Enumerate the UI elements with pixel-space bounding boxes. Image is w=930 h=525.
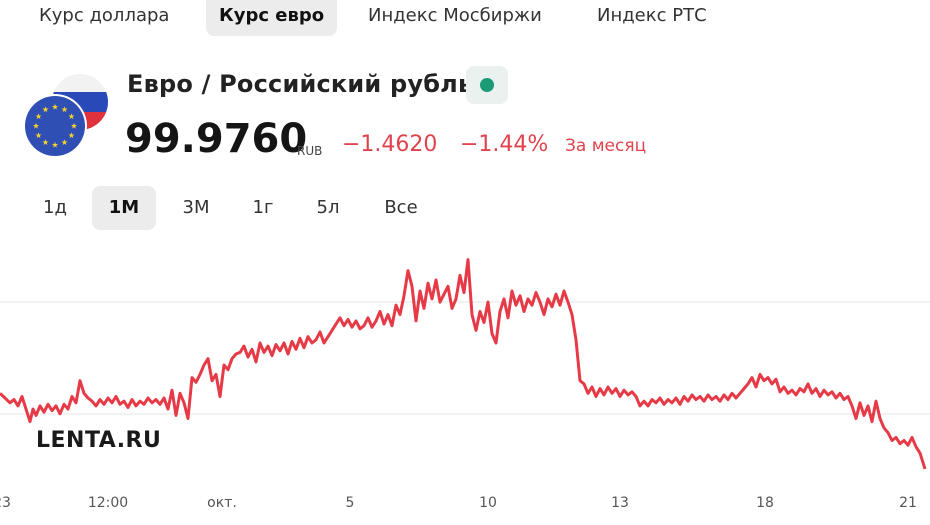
tab-usd-rate[interactable]: Курс доллара [39,5,170,26]
period-1d[interactable]: 1д [43,197,67,218]
period-all[interactable]: Все [384,197,418,218]
tab-rts-index[interactable]: Индекс РТС [597,5,707,26]
x-tick-label: 21 [899,495,917,511]
eu-star-icon [35,132,42,139]
eu-star-icon [42,106,49,113]
period-3m[interactable]: 3М [182,197,210,218]
change-percent: −1.44% [460,132,549,157]
lenta-watermark: LENTA.RU [36,428,162,453]
eu-star-icon [68,113,75,120]
status-indicator [466,66,508,104]
x-tick-label: 18 [756,495,774,511]
eu-star-icon [51,141,59,148]
current-price: 99.9760 [125,116,308,162]
x-tick-label: 13 [611,495,629,511]
change-period-label: За месяц [565,136,647,156]
eur-rub-flag-icon [22,70,112,160]
tab-eur-rate[interactable]: Курс евро [206,0,338,36]
status-dot-icon [480,78,494,92]
period-selector: 1д 1М 3М 1г 5л Все [0,186,930,230]
instrument-title: Евро / Российский рубль [127,70,474,98]
tab-moex-index[interactable]: Индекс Мосбиржи [368,5,542,26]
period-1m[interactable]: 1М [92,186,156,230]
price-chart: 23 12:00 окт. 5 10 13 18 21 [0,258,930,511]
eu-star-icon [70,122,78,129]
period-1y[interactable]: 1г [252,197,274,218]
eu-star-icon [42,139,49,146]
x-tick-label: 12:00 [88,495,128,511]
currency-code: RUB [297,144,323,158]
x-tick-label: окт. [207,495,237,511]
x-tick-label: 23 [0,495,11,511]
tabs-bar: Курс доллара Курс евро Индекс Мосбиржи И… [0,0,930,36]
chart-gridlines [0,301,930,415]
x-tick-label: 10 [479,495,497,511]
change-absolute: −1.4620 [342,132,438,157]
eu-star-icon [32,122,40,129]
eu-star-icon [51,103,59,110]
x-axis-ticks: 23 12:00 окт. 5 10 13 18 21 [0,495,917,511]
price-line-series [0,258,927,470]
x-tick-label: 5 [346,495,355,511]
eu-star-icon [68,132,75,139]
period-5y[interactable]: 5л [316,197,340,218]
eu-star-icon [61,139,68,146]
eu-star-icon [61,106,68,113]
eu-star-icon [35,113,42,120]
